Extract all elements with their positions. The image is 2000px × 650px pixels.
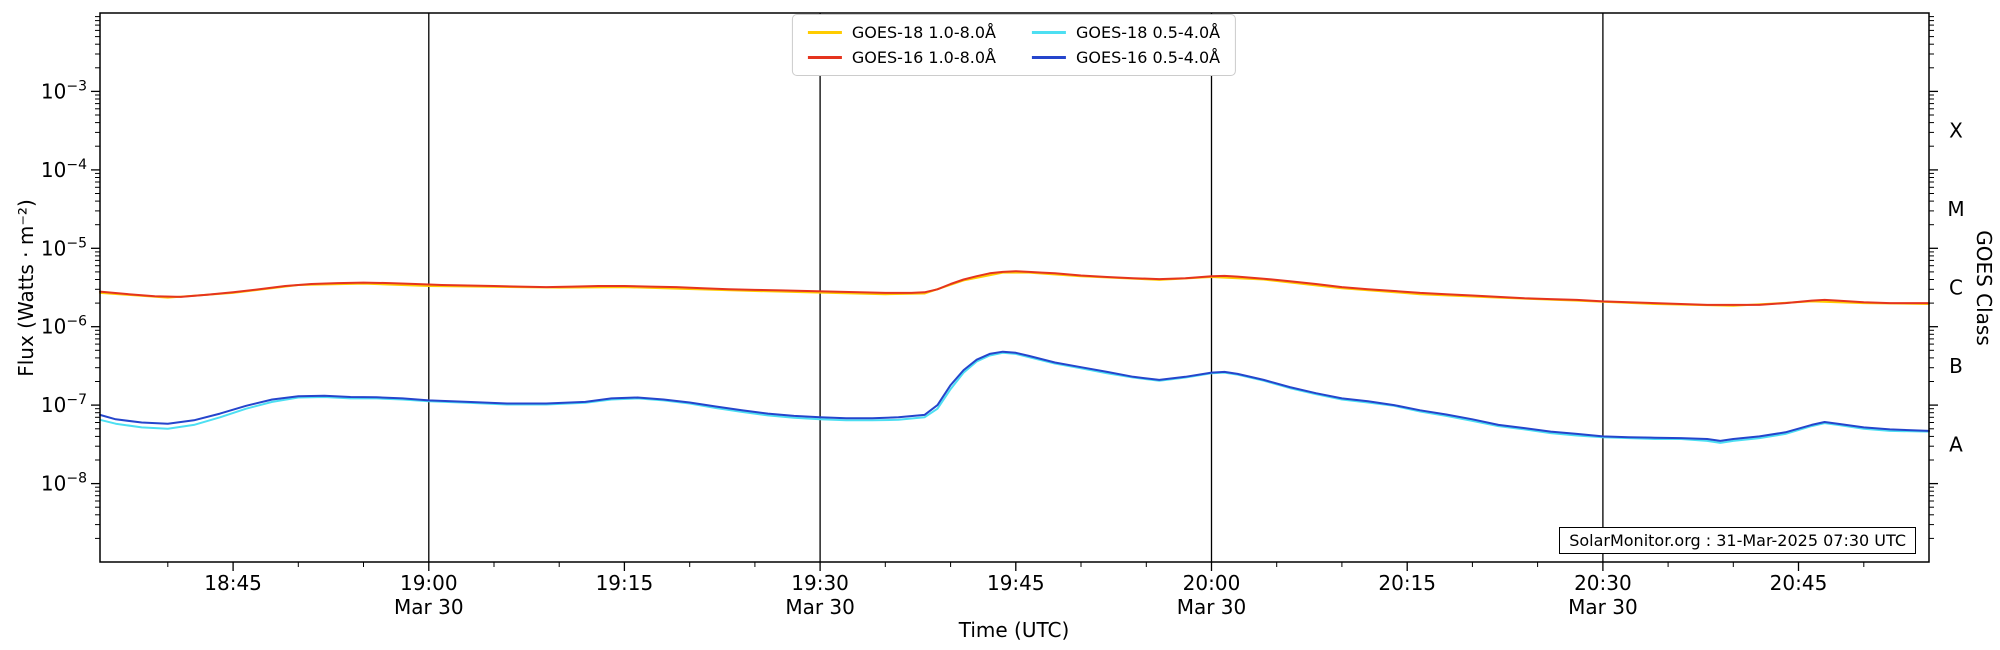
y-tick-label: 10−6 [41, 314, 87, 339]
legend-label: GOES-16 1.0-8.0Å [851, 47, 996, 67]
legend-line-goes18-long-icon [807, 31, 842, 35]
legend-label: GOES-18 1.0-8.0Å [851, 23, 996, 42]
legend-line-goes18-short-icon [1032, 31, 1066, 35]
x-tick-label: 19:15 [596, 571, 654, 595]
x-tick-label: 18:45 [204, 571, 262, 595]
y-tick-label: 10−8 [41, 471, 87, 496]
series-line-goes-16-1-0-8-0- [99, 270, 1930, 306]
legend: GOES-18 1.0-8.0Å GOES-16 1.0-8.0Å GOES-1… [791, 14, 1237, 77]
x-tick-date-label: Mar 30 [1568, 595, 1638, 619]
legend-item-goes18-short: GOES-18 0.5-4.0Å [1032, 24, 1220, 42]
x-axis-label: Time (UTC) [958, 618, 1070, 642]
legend-line-goes16-short-icon [1032, 55, 1066, 59]
x-tick-label: 19:45 [987, 571, 1045, 595]
source-timestamp-annotation: SolarMonitor.org : 31-Mar-2025 07:30 UTC [1559, 527, 1916, 554]
y-tick-label: 10−5 [41, 235, 87, 260]
x-tick-label: 20:15 [1378, 571, 1436, 595]
goes-class-letter: B [1949, 354, 1963, 378]
x-tick-label: 20:45 [1770, 571, 1828, 595]
legend-item-goes16-long: GOES-16 1.0-8.0Å [807, 47, 996, 67]
y-axis-label-flux: Flux (Watts · m⁻²) [14, 199, 38, 377]
goes-class-letter: M [1947, 197, 1964, 221]
legend-label: GOES-18 0.5-4.0Å [1076, 23, 1221, 42]
y-tick-label: 10−7 [41, 392, 87, 417]
x-tick-label: 19:00 [400, 571, 458, 595]
x-tick-date-label: Mar 30 [785, 595, 855, 619]
legend-item-goes16-short: GOES-16 0.5-4.0Å [1032, 47, 1221, 67]
goes-class-letter: A [1949, 432, 1963, 456]
legend-label: GOES-16 0.5-4.0Å [1076, 47, 1221, 67]
x-tick-label: 20:00 [1183, 571, 1241, 595]
plot-frame [99, 12, 1930, 563]
goes-class-letter: X [1949, 119, 1963, 143]
legend-item-goes18-long: GOES-18 1.0-8.0Å [807, 23, 996, 42]
series-line-goes-16-0-5-4-0- [99, 350, 1930, 442]
y-axis-label-goes-class: GOES Class [1972, 230, 1996, 346]
legend-line-goes16-long-icon [807, 55, 842, 59]
x-tick-label: 19:30 [791, 571, 849, 595]
series-line-goes-18-1-0-8-0- [99, 271, 1930, 307]
x-tick-date-label: Mar 30 [1177, 595, 1247, 619]
y-tick-label: 10−4 [41, 157, 87, 182]
y-tick-label: 10−3 [41, 78, 87, 103]
x-tick-label: 20:30 [1574, 571, 1632, 595]
x-tick-date-label: Mar 30 [394, 595, 464, 619]
goes-class-letter: C [1949, 276, 1963, 300]
